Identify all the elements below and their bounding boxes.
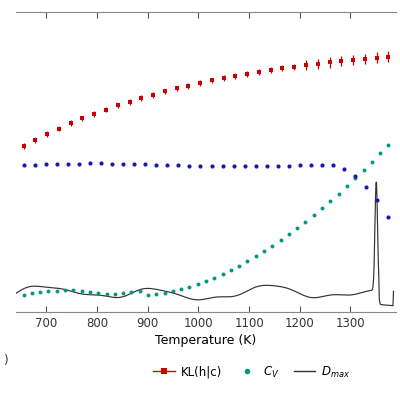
Point [319,205,325,211]
Point [42,161,49,168]
Point [352,175,358,181]
Point [252,253,259,260]
Point [344,183,350,189]
Point [327,198,334,204]
Point [377,150,383,156]
Point [32,161,38,168]
Point [319,161,325,168]
Point [131,161,137,167]
Point [145,292,151,298]
Point [70,287,76,294]
Point [128,289,134,295]
Point [87,160,93,167]
Point [269,242,276,249]
Point [385,214,392,220]
Point [230,163,237,170]
Point [54,161,60,167]
Point [186,162,193,169]
Point [236,262,242,269]
Point [261,248,267,254]
Point [360,167,367,173]
Point [352,173,358,180]
Point [161,290,168,296]
Point [219,271,226,277]
Point [78,288,85,294]
Point [37,289,43,296]
Point [112,291,118,297]
Point [219,163,226,170]
Point [20,292,27,298]
Point [341,166,347,172]
Point [45,288,52,294]
Point [374,197,380,204]
Point [294,225,300,231]
Text: ): ) [3,354,7,367]
Point [76,160,82,167]
Point [153,291,160,297]
Point [203,278,209,284]
Point [252,163,259,170]
Point [369,159,375,165]
Legend: KL(h|c), $C_V$, $D_{max}$: KL(h|c), $C_V$, $D_{max}$ [149,360,354,384]
Point [286,162,292,169]
Point [164,162,170,168]
Point [20,162,27,168]
Point [170,288,176,295]
Point [244,258,251,264]
Point [120,160,126,167]
Point [103,291,110,297]
Point [336,190,342,197]
Point [208,163,215,169]
Point [175,162,182,168]
Point [95,290,102,296]
Point [297,162,303,168]
Point [109,160,115,167]
Point [98,160,104,167]
Point [194,281,201,288]
Point [363,184,370,190]
Point [310,212,317,218]
Point [211,275,218,281]
Point [65,160,71,167]
Point [178,286,184,293]
Point [136,288,143,294]
Point [385,142,392,148]
Point [264,163,270,169]
Point [275,163,281,169]
Point [29,290,35,297]
Point [302,218,309,225]
X-axis label: Temperature (K): Temperature (K) [155,334,257,347]
Point [87,288,93,295]
Point [62,287,68,294]
Point [142,161,148,168]
Point [120,290,126,296]
Point [54,288,60,294]
Point [242,163,248,170]
Point [186,284,193,290]
Point [197,163,204,169]
Point [278,237,284,243]
Point [308,162,314,168]
Point [228,267,234,273]
Point [153,161,160,168]
Point [330,162,336,168]
Point [286,231,292,237]
